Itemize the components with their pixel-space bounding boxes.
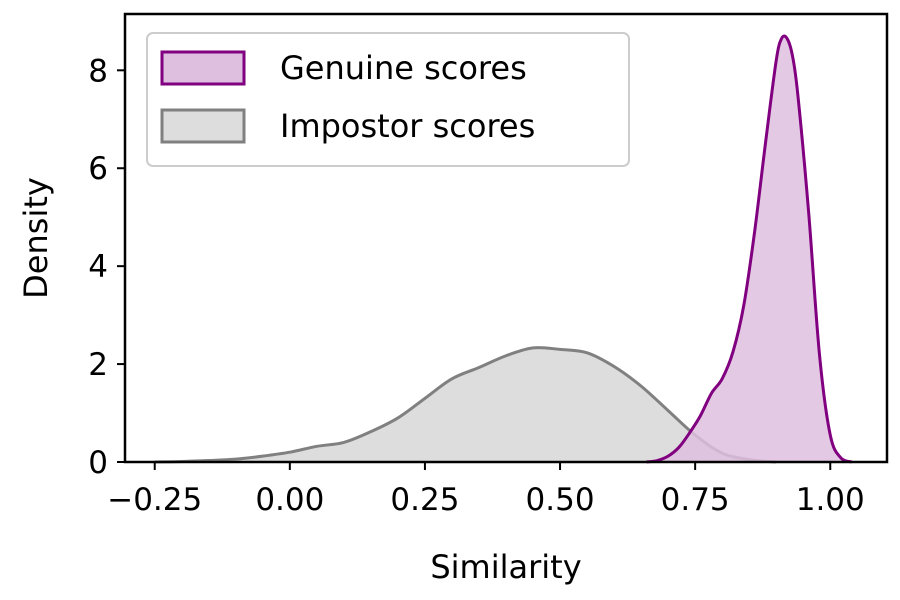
x-tick-label: −0.25: [107, 482, 202, 518]
plot-frame: [123, 12, 889, 464]
y-axis: 0 2 4 6 8: [88, 53, 125, 481]
legend: Genuine scores Impostor scores: [146, 32, 630, 167]
x-tick-label: 0.00: [255, 482, 324, 518]
impostor-scores-line: [154, 346, 777, 464]
x-tick-label: 1.00: [796, 482, 865, 518]
genuine-scores-line: [646, 34, 853, 464]
y-tick-label: 8: [88, 53, 108, 89]
y-tick-label: 6: [88, 151, 108, 187]
legend-label-impostor-scores: Impostor scores: [280, 107, 535, 145]
legend-swatch-impostor-scores: [160, 108, 246, 144]
legend-swatch-genuine-scores: [160, 50, 246, 86]
legend-label-genuine-scores: Genuine scores: [280, 49, 527, 87]
impostor-scores-area: [154, 347, 777, 462]
legend-box: [146, 32, 630, 167]
y-tick-label: 0: [88, 445, 108, 481]
y-tick-label: 2: [88, 347, 108, 383]
x-tick-label: 0.25: [390, 482, 459, 518]
y-tick-label: 4: [88, 249, 108, 285]
x-axis-title: Similarity: [430, 548, 581, 586]
x-tick-label: 0.50: [526, 482, 595, 518]
series-layer: [154, 34, 853, 464]
genuine-scores-area: [646, 36, 852, 462]
y-axis-title: Density: [17, 177, 55, 299]
x-tick-label: 0.75: [661, 482, 730, 518]
x-axis: −0.25 0.00 0.25 0.50 0.75 1.00: [107, 462, 865, 518]
